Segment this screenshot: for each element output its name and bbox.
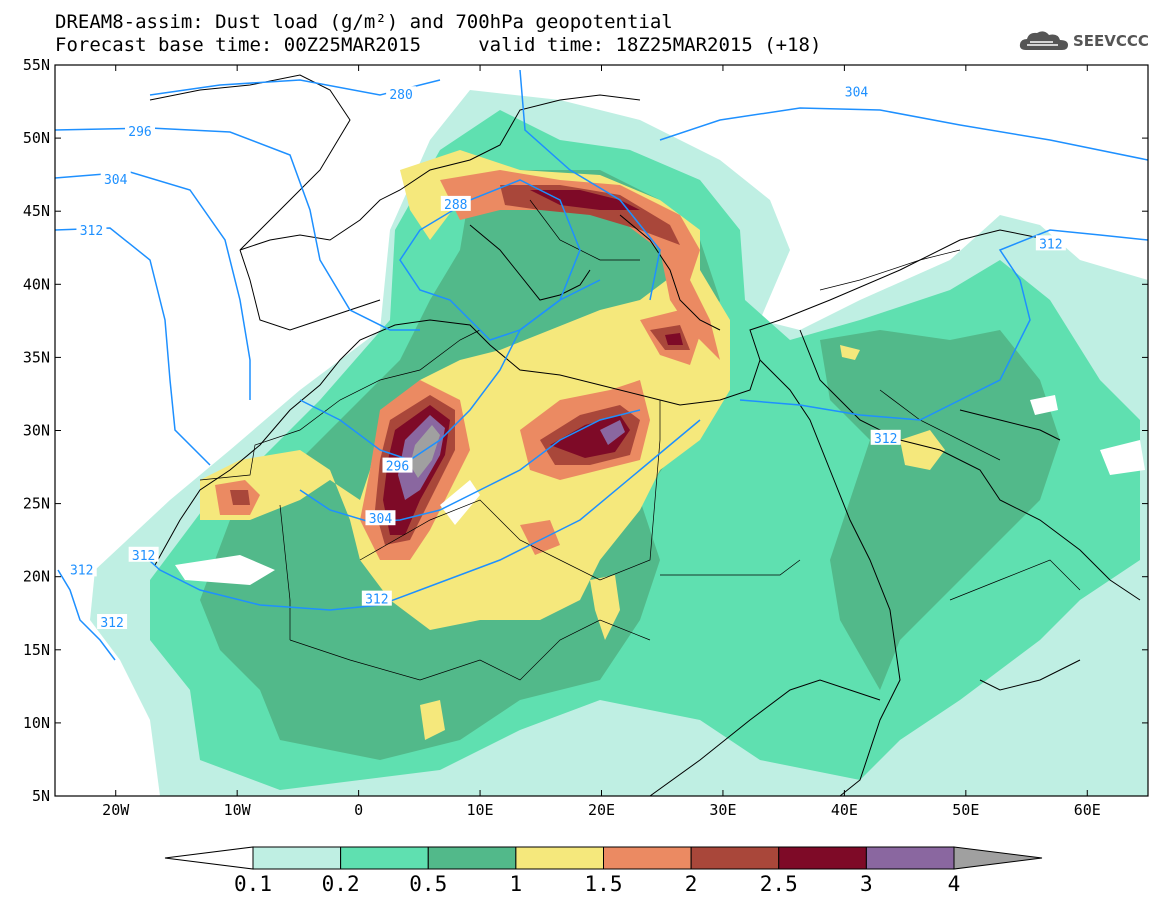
x-tick-label: 10E [467, 801, 494, 819]
y-tick-label: 55N [23, 56, 50, 74]
colorbar-label: 0.2 [322, 872, 360, 896]
country-borders [199, 199, 1081, 681]
contour-label: 312 [361, 590, 392, 608]
colorbar-cell [953, 846, 1043, 870]
contour-label-text: 296 [386, 460, 409, 475]
contour-label-text: 296 [128, 125, 151, 140]
x-tick-label: 60E [1074, 801, 1101, 819]
colorbar-label: 1 [510, 872, 523, 896]
colorbar-cell [865, 846, 955, 870]
dust-level-2 [230, 185, 690, 545]
x-tick-label: 20E [588, 801, 615, 819]
y-tick-label: 45N [23, 202, 50, 220]
coastlines [55, 74, 1141, 796]
contour-label-text: 304 [104, 173, 128, 188]
colorbar-label: 0.1 [234, 872, 272, 896]
y-tick-label: 30N [23, 422, 50, 440]
contour-label-text: 312 [80, 224, 103, 239]
y-tick-label: 20N [23, 568, 50, 586]
chart-subtitle: Forecast base time: 00Z25MAR2015 valid t… [55, 34, 822, 56]
contour-label-text: 304 [845, 85, 869, 100]
colorbar: 0.1 0.2 0.5 1 1.5 2 2.5 3 4 [164, 846, 1043, 896]
colorbar-label: 4 [948, 872, 961, 896]
logo-text: SEEVCCC [1073, 32, 1149, 50]
colorbar-cell [164, 846, 254, 870]
dust-field: 280 296 304 312 304 288 312 296 304 312 312 312 312 3… [55, 65, 1148, 796]
contour-label: 288 [440, 195, 471, 213]
contour-label: 296 [125, 122, 156, 140]
y-tick-label: 40N [23, 275, 50, 293]
contour-label: 312 [66, 561, 97, 578]
colorbar-cell [515, 846, 604, 870]
x-tick-label: 0 [354, 801, 363, 819]
colorbar-label: 2.5 [760, 872, 798, 896]
colorbar-cell [252, 846, 342, 870]
colorbar-cell [340, 846, 429, 870]
contour-label: 312 [870, 429, 901, 447]
x-tick-label: 10W [224, 801, 252, 819]
y-tick-label: 35N [23, 348, 50, 366]
contour-label-text: 312 [1039, 237, 1062, 252]
x-tick-label: 30E [709, 801, 736, 819]
contour-label: 280 [386, 86, 417, 103]
colorbar-cell [778, 846, 867, 870]
y-tick-label: 10N [23, 714, 50, 732]
contour-label-text: 280 [389, 88, 412, 103]
colorbar-cell [427, 846, 517, 870]
colorbar-cell [690, 846, 780, 870]
contour-label: 304 [841, 83, 872, 100]
y-tick-label: 50N [23, 129, 50, 147]
x-tick-label: 20W [102, 801, 130, 819]
contour-label: 312 [128, 546, 159, 564]
x-axis: 20W 10W 0 10E 20E 30E 40E 50E 60E [102, 65, 1101, 819]
colorbar-label: 1.5 [585, 872, 623, 896]
x-tick-label: 40E [831, 801, 858, 819]
contour-labels: 280 296 304 312 304 288 312 296 304 312 312 312 312 3… [66, 83, 1066, 631]
colorbar-label: 3 [860, 872, 873, 896]
contour-label: 296 [382, 457, 413, 475]
contour-label: 304 [365, 510, 396, 527]
contour-label-text: 312 [874, 432, 897, 447]
cloud-icon [1019, 31, 1068, 50]
contour-label: 312 [97, 614, 128, 631]
colorbar-cell [603, 846, 692, 870]
chart-title: DREAM8-assim: Dust load (g/m²) and 700hP… [55, 11, 673, 33]
contour-label: 304 [100, 171, 131, 188]
dust-level-2.5 [383, 190, 683, 535]
y-tick-label: 25N [23, 495, 50, 513]
contour-label: 312 [1035, 235, 1066, 252]
contour-label-text: 312 [70, 563, 93, 578]
y-axis: 5N 10N 15N 20N 25N 30N 35N 40N 45N 50N 55N [23, 56, 1148, 805]
dust-level-4 [410, 425, 440, 478]
contour-label-text: 312 [132, 549, 155, 564]
logo: SEEVCCC [1018, 28, 1149, 54]
contour-label: 312 [76, 222, 107, 239]
contour-label-text: 312 [365, 593, 388, 608]
contour-label-text: 304 [369, 512, 393, 527]
x-tick-label: 50E [952, 801, 979, 819]
contour-label-text: 288 [444, 198, 467, 213]
contour-label-text: 312 [100, 616, 123, 631]
y-tick-label: 5N [32, 787, 50, 805]
colorbar-label: 0.5 [409, 872, 447, 896]
colorbar-label: 2 [685, 872, 698, 896]
y-tick-label: 15N [23, 641, 50, 659]
